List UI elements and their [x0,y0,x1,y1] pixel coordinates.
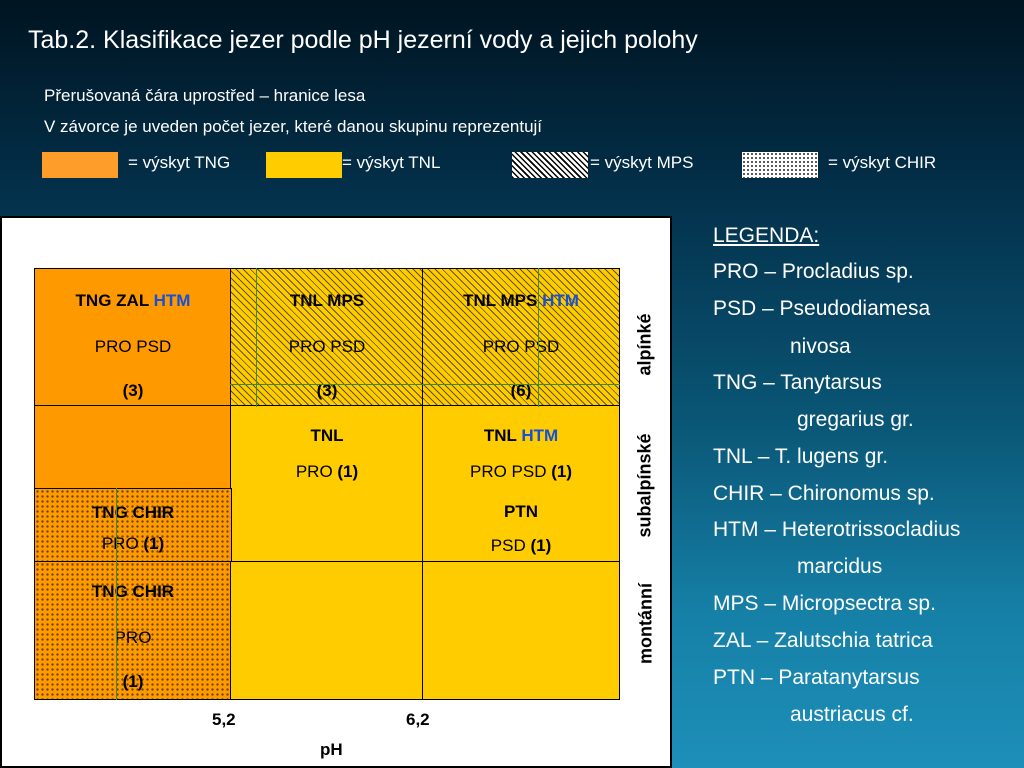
legend-item: ZAL – Zalutschia tatrica [713,629,933,652]
cell-r1c1: TNG ZAL HTM PRO PSD (3) [34,268,232,407]
swatch-tnl-label: = výskyt TNL [342,153,441,172]
axis-tick-6-2: 6,2 [406,710,430,729]
legend-item: TNG – Tanytarsus [713,371,882,394]
legend-item: PTN – Paratanytarsus [713,666,920,689]
swatch-tng [42,152,118,178]
guide-line [116,488,117,700]
legend-item: TNL – T. lugens gr. [713,445,889,468]
page-title: Tab.2. Klasifikace jezer podle pH jezern… [28,26,698,54]
zone-label-alpine: alpínké [634,313,655,376]
legend-item: MPS – Micropsectra sp. [713,592,936,615]
axis-tick-5-2: 5,2 [212,710,236,729]
legend-item: PSD – Pseudodiamesa [713,297,931,320]
swatch-mps [512,152,588,178]
swatch-tnl [266,152,342,178]
cell-r1c3: TNL MPS HTM PRO PSD (6) [422,268,620,407]
swatch-tng-label: = výskyt TNG [128,153,231,172]
cell-r1c2: TNL MPS PRO PSD (3) [230,268,424,407]
guide-line [538,268,539,407]
legend-item: HTM – Heterotrissocladius [713,518,961,541]
axis-label-ph: pH [320,740,343,759]
subtitle-forest-line: Přerušovaná čára uprostřed – hranice les… [44,86,366,105]
guide-line [256,268,257,407]
swatch-mps-label: = výskyt MPS [590,153,694,172]
cell-r4c3 [422,561,620,700]
classification-table: TNG ZAL HTM PRO PSD (3) TNL MPS PRO PSD … [34,268,620,700]
legend-item: nivosa [790,335,851,358]
legend-item: austriacus cf. [790,703,914,726]
legend-item: gregarius gr. [797,408,914,431]
cell-r2c1 [34,405,232,490]
guide-line [230,384,620,385]
legend-item: CHIR – Chironomus sp. [713,482,935,505]
cell-r3c1: TNG CHIR PRO (1) [34,488,232,563]
legend-title: LEGENDA: [713,224,820,247]
zone-label-montane: montánní [635,583,656,664]
legend-item: PRO – Procladius sp. [713,260,914,283]
legend-item: marcidus [797,555,883,578]
swatch-chir [742,152,818,178]
cell-r4c1: TNG CHIR PRO (1) [34,561,232,700]
swatch-chir-label: = výskyt CHIR [828,153,937,172]
cell-r2c2: TNL PRO (1) [230,405,424,563]
subtitle-lake-count: V závorce je uveden počet jezer, které d… [44,117,543,136]
zone-label-subalpine: subalpínské [634,433,655,538]
cell-r2c3: TNL HTM PRO PSD (1) PTN PSD (1) [422,405,620,563]
cell-r4c2 [230,561,424,700]
